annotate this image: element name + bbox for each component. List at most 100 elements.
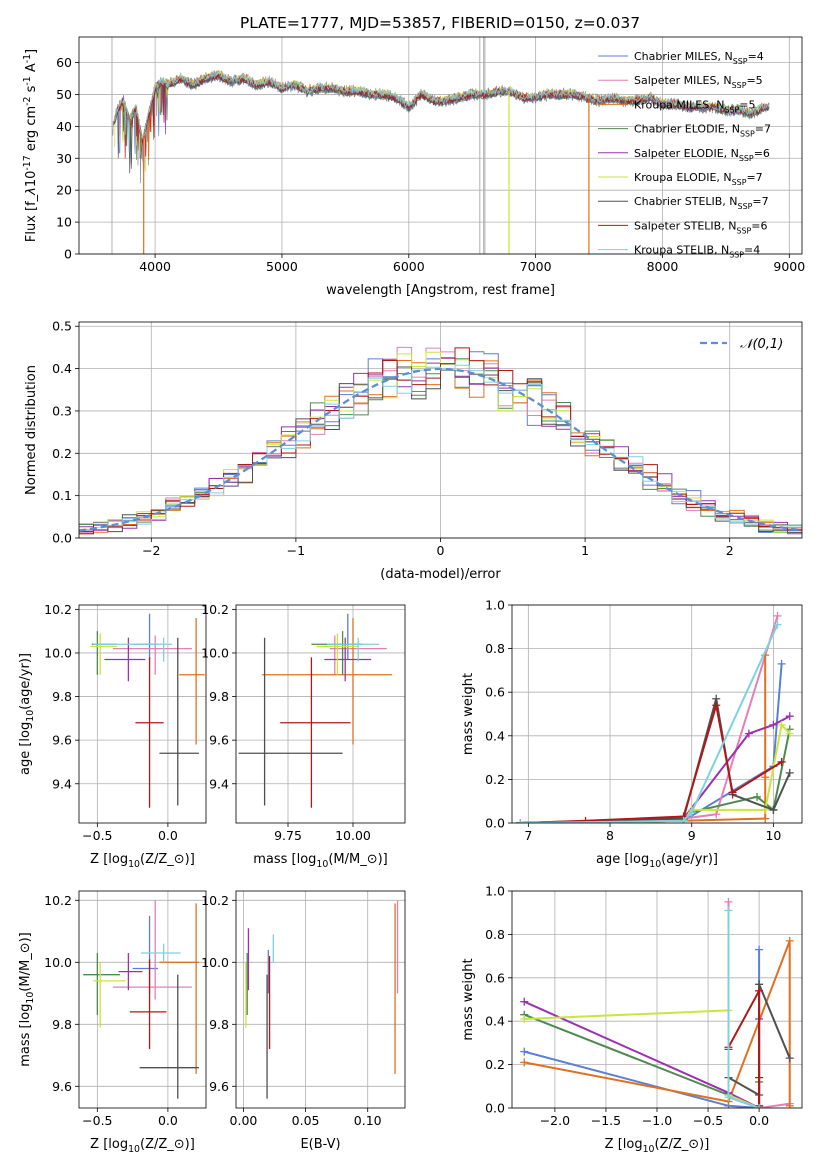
weight-marker: [724, 897, 733, 906]
weight-series-line: [520, 698, 791, 823]
plot-area: [111, 37, 770, 254]
weight-marker: [777, 659, 786, 668]
y-tick-label: 60: [56, 55, 72, 70]
weight-marker: [785, 712, 794, 721]
y-tick-label: 20: [56, 183, 72, 198]
weight-marker: [761, 773, 770, 782]
legend-label: Chabrier STELIB, NSSP​=7: [634, 195, 769, 211]
normal-reference-curve: [79, 367, 802, 532]
errorbar-point: [179, 618, 205, 745]
weight-marker: [769, 805, 778, 814]
x-tick-label: 5000: [266, 259, 298, 274]
y-axis-label: Flux [f_λ10-17​ erg cm-2​ s-1​ A-1​]: [22, 49, 39, 242]
x-tick-label: −1: [287, 543, 305, 558]
axes-frame: [78, 321, 803, 539]
x-tick-label: 10: [765, 828, 781, 843]
x-tick-label: 2: [726, 543, 734, 558]
legend-label: Kroupa ELODIE, NSSP​=7: [634, 171, 763, 187]
weight-marker: [761, 814, 770, 823]
y-tick-label: 0.4: [485, 728, 505, 743]
weight-marker: [581, 816, 590, 823]
weight-marker: [777, 757, 786, 766]
panel-weight-vs-Z: −2.0 −1.5 −1.0 −0.5 0.0 0.0 0.2 0.4 0.6 0.8 1.0 Z […: [461, 884, 803, 1155]
y-axis-label: age [log10​(age/yr)]: [18, 653, 36, 775]
figure-title: PLATE=1777, MJD=53857, FIBERID=0150, z=0…: [240, 14, 640, 32]
legend-label: Salpeter STELIB, NSSP​=6: [634, 219, 767, 235]
weight-marker: [724, 1093, 733, 1102]
weight-marker: [712, 810, 721, 819]
x-tick-label: 0: [437, 543, 445, 558]
y-tick-label: 1.0: [485, 884, 505, 899]
errorbar-point: [129, 959, 167, 1050]
x-axis-label: Z [log10​(Z/Z_⊙)]: [90, 852, 195, 870]
errorbar-point: [262, 618, 392, 745]
y-axis-label: Normed distribution: [24, 365, 39, 495]
y-tick-label: 10.2: [44, 602, 72, 617]
y-tick-label: 9.8: [52, 1017, 72, 1032]
legend-label: 𝒩(0,1): [740, 337, 783, 352]
y-axis-label: mass [log10​(M/M_⊙)]: [18, 932, 36, 1067]
axes-frame: [78, 604, 207, 824]
y-axis-label: mass weight: [461, 958, 476, 1040]
plot-area: [245, 900, 399, 1099]
weight-marker: [520, 1058, 529, 1067]
errorbar-point: [112, 900, 192, 1000]
plot-area: [90, 613, 205, 808]
panel-mass-vs-ebv: 0.00 0.05 0.10 9.6 9.8 10.0 10.2 E(B-V): [201, 890, 406, 1152]
weight-marker: [755, 1104, 764, 1108]
errorbar-point: [93, 637, 173, 662]
weight-marker: [520, 997, 529, 1006]
weight-series-line: [520, 615, 779, 823]
legend-label: Salpeter ELODIE, NSSP​=6: [634, 147, 770, 163]
y-tick-label: 0.8: [485, 641, 505, 656]
x-tick-label: 0.05: [292, 1113, 320, 1128]
x-tick-label: 8: [606, 828, 614, 843]
y-tick-label: 0.8: [485, 927, 505, 942]
x-tick-label: −0.5: [693, 1113, 723, 1128]
errorbar-point: [280, 657, 351, 808]
y-axis-label: mass weight: [461, 673, 476, 755]
x-tick-label: 7000: [520, 259, 552, 274]
y-tick-label: 40: [56, 119, 72, 134]
weight-marker: [777, 720, 786, 729]
errorbar-point: [93, 962, 126, 1028]
y-tick-label: 0.0: [52, 531, 72, 546]
weight-marker: [785, 768, 794, 777]
weight-marker: [744, 729, 753, 738]
weight-marker: [679, 816, 688, 823]
y-tick-label: 0.0: [485, 1101, 505, 1116]
y-tick-label: 0.3: [52, 403, 72, 418]
weight-marker: [516, 819, 525, 823]
y-tick-label: 0.6: [485, 685, 505, 700]
y-tick-label: 9.6: [209, 733, 229, 748]
errorbar-point: [139, 974, 199, 1099]
panel-spectrum: 4000 5000 6000 7000 8000 9000 0 10 20 30 40 50 60 wav…: [22, 36, 805, 298]
y-tick-label: 0.4: [52, 361, 72, 376]
weight-marker: [520, 1047, 529, 1056]
errorbar-point: [90, 633, 118, 675]
errorbar-point: [132, 915, 159, 994]
x-tick-label: 0.0: [158, 828, 178, 843]
y-tick-label: 0.6: [485, 970, 505, 985]
weight-marker: [755, 945, 764, 954]
axes-frame: [235, 604, 406, 824]
axes-frame: [511, 604, 803, 824]
y-tick-label: 0.4: [485, 1014, 505, 1029]
x-tick-label: 6000: [393, 259, 425, 274]
y-tick-label: 9.4: [52, 776, 72, 791]
weight-series-line: [727, 910, 760, 1108]
plot-area: [238, 613, 392, 808]
x-tick-label: 4000: [139, 259, 171, 274]
x-tick-label: 0.10: [354, 1113, 382, 1128]
plot-area: [520, 897, 794, 1108]
axes-frame: [235, 890, 406, 1109]
y-tick-label: 10.0: [201, 645, 229, 660]
y-tick-label: 10: [56, 215, 72, 230]
weight-marker: [520, 1015, 529, 1024]
y-tick-label: 0.2: [485, 1057, 505, 1072]
weight-series-line: [520, 705, 783, 823]
x-tick-label: −2.0: [540, 1113, 570, 1128]
x-tick-label: 0.00: [230, 1113, 258, 1128]
plot-area: [516, 611, 794, 823]
